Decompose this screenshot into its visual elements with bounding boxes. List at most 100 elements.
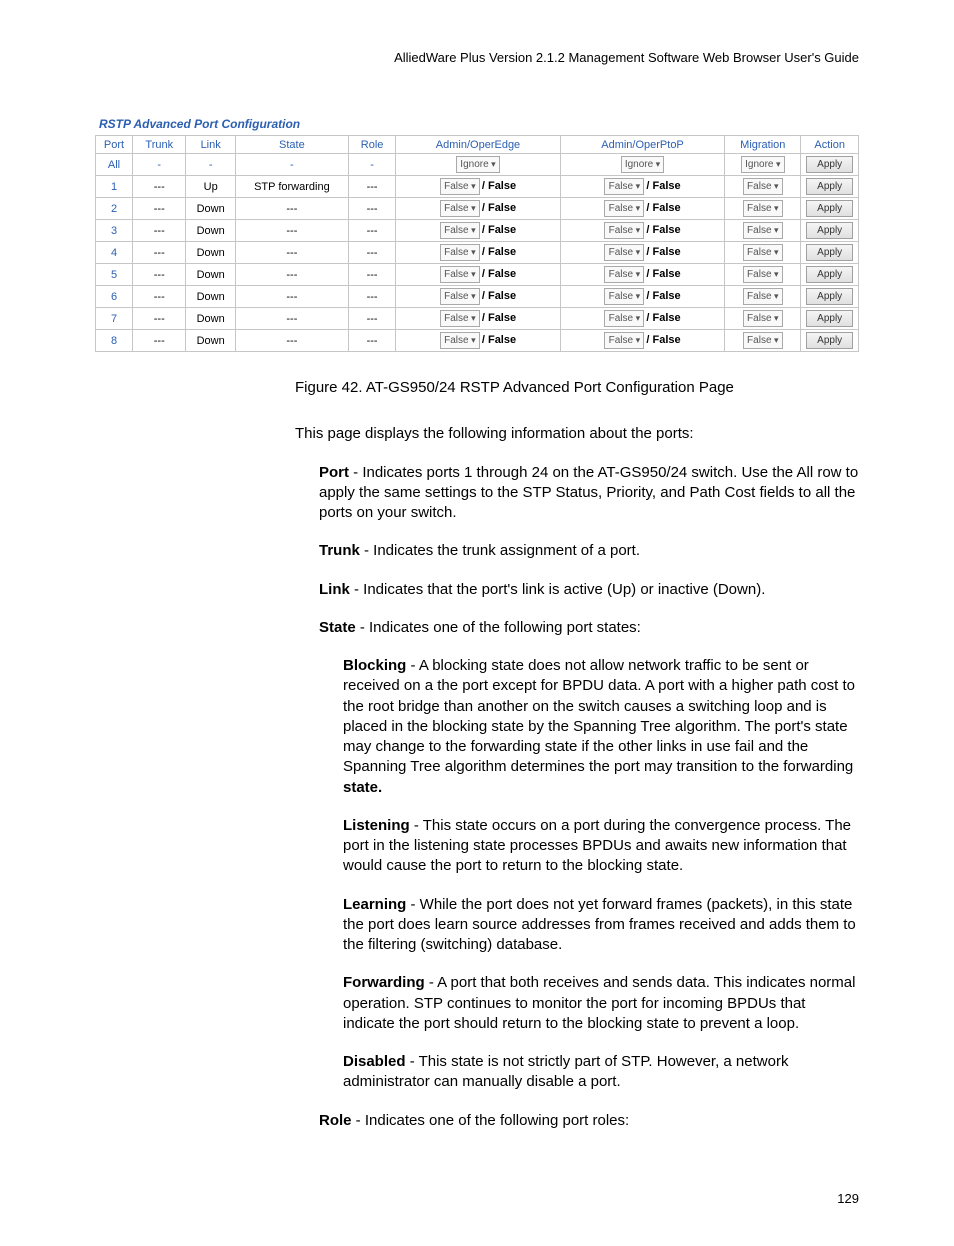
rstp-table-section: RSTP Advanced Port Configuration Port Tr… [95, 117, 859, 352]
def-trunk: Trunk - Indicates the trunk assignment o… [319, 541, 859, 561]
cell-edge: False/ False [396, 286, 561, 308]
edge-value: / False [482, 334, 516, 346]
ptop-value: / False [646, 224, 680, 236]
edge-dropdown[interactable]: False [440, 244, 480, 261]
apply-button[interactable]: Apply [806, 266, 853, 283]
ptop-value: / False [646, 180, 680, 192]
ptop-dropdown[interactable]: False [604, 288, 644, 305]
edge-dropdown[interactable]: False [440, 178, 480, 195]
cell-edge: False/ False [396, 176, 561, 198]
col-mig: Migration [725, 136, 801, 154]
cell-state: --- [235, 286, 348, 308]
mig-dropdown[interactable]: Ignore [741, 156, 784, 173]
cell-ptop: False/ False [560, 220, 725, 242]
def-role: Role - Indicates one of the following po… [319, 1111, 859, 1131]
cell-trunk: --- [133, 176, 186, 198]
cell-link: Down [186, 198, 235, 220]
ptop-dropdown[interactable]: False [604, 244, 644, 261]
cell-trunk: --- [133, 264, 186, 286]
def-link: Link - Indicates that the port's link is… [319, 580, 859, 600]
cell-action: Apply [801, 330, 859, 352]
apply-button[interactable]: Apply [806, 200, 853, 217]
edge-dropdown[interactable]: False [440, 266, 480, 283]
cell-role: --- [348, 330, 395, 352]
table-row: 7---Down------False/ FalseFalse/ FalseFa… [96, 308, 859, 330]
cell-state: - [235, 154, 348, 176]
cell-edge: False/ False [396, 198, 561, 220]
col-ptop: Admin/OperPtoP [560, 136, 725, 154]
col-port: Port [96, 136, 133, 154]
ptop-dropdown[interactable]: False [604, 332, 644, 349]
ptop-dropdown[interactable]: False [604, 178, 644, 195]
cell-port: 2 [96, 198, 133, 220]
mig-dropdown[interactable]: False [743, 200, 783, 217]
cell-port: 7 [96, 308, 133, 330]
cell-ptop: False/ False [560, 330, 725, 352]
cell-role: --- [348, 242, 395, 264]
cell-link: Down [186, 330, 235, 352]
cell-action: Apply [801, 198, 859, 220]
edge-value: / False [482, 180, 516, 192]
edge-dropdown[interactable]: False [440, 200, 480, 217]
apply-button[interactable]: Apply [806, 156, 853, 173]
table-row: 5---Down------False/ FalseFalse/ FalseFa… [96, 264, 859, 286]
edge-value: / False [482, 224, 516, 236]
edge-dropdown[interactable]: False [440, 288, 480, 305]
edge-value: / False [482, 312, 516, 324]
apply-button[interactable]: Apply [806, 310, 853, 327]
cell-role: --- [348, 176, 395, 198]
def-forwarding: Forwarding - A port that both receives a… [343, 973, 859, 1034]
cell-role: --- [348, 286, 395, 308]
col-state: State [235, 136, 348, 154]
cell-trunk: --- [133, 286, 186, 308]
apply-button[interactable]: Apply [806, 244, 853, 261]
ptop-dropdown[interactable]: False [604, 310, 644, 327]
cell-state: --- [235, 308, 348, 330]
cell-action: Apply [801, 308, 859, 330]
mig-dropdown[interactable]: False [743, 310, 783, 327]
ptop-dropdown[interactable]: False [604, 200, 644, 217]
mig-dropdown[interactable]: False [743, 244, 783, 261]
cell-edge: False/ False [396, 242, 561, 264]
edge-dropdown[interactable]: False [440, 332, 480, 349]
apply-button[interactable]: Apply [806, 178, 853, 195]
cell-mig: False [725, 198, 801, 220]
table-header-row: Port Trunk Link State Role Admin/OperEdg… [96, 136, 859, 154]
edge-dropdown[interactable]: False [440, 222, 480, 239]
apply-button[interactable]: Apply [806, 288, 853, 305]
mig-dropdown[interactable]: False [743, 222, 783, 239]
cell-mig: False [725, 220, 801, 242]
ptop-dropdown[interactable]: False [604, 222, 644, 239]
apply-button[interactable]: Apply [806, 332, 853, 349]
mig-dropdown[interactable]: False [743, 332, 783, 349]
cell-mig: Ignore [725, 154, 801, 176]
table-row: 4---Down------False/ FalseFalse/ FalseFa… [96, 242, 859, 264]
table-row: 2---Down------False/ FalseFalse/ FalseFa… [96, 198, 859, 220]
cell-action: Apply [801, 242, 859, 264]
edge-dropdown[interactable]: False [440, 310, 480, 327]
cell-mig: False [725, 176, 801, 198]
cell-role: --- [348, 198, 395, 220]
mig-dropdown[interactable]: False [743, 288, 783, 305]
def-listening: Listening - This state occurs on a port … [343, 816, 859, 877]
cell-state: STP forwarding [235, 176, 348, 198]
mig-dropdown[interactable]: False [743, 178, 783, 195]
mig-dropdown[interactable]: False [743, 266, 783, 283]
rstp-table: Port Trunk Link State Role Admin/OperEdg… [95, 135, 859, 352]
ptop-dropdown[interactable]: Ignore [621, 156, 664, 173]
edge-value: / False [482, 290, 516, 302]
cell-trunk: --- [133, 242, 186, 264]
cell-action: Apply [801, 176, 859, 198]
apply-button[interactable]: Apply [806, 222, 853, 239]
cell-edge: False/ False [396, 308, 561, 330]
page-header: AlliedWare Plus Version 2.1.2 Management… [95, 50, 859, 65]
cell-edge: Ignore [396, 154, 561, 176]
body-text: Figure 42. AT-GS950/24 RSTP Advanced Por… [295, 378, 859, 1131]
edge-value: / False [482, 268, 516, 280]
ptop-dropdown[interactable]: False [604, 266, 644, 283]
cell-role: --- [348, 264, 395, 286]
cell-trunk: - [133, 154, 186, 176]
edge-dropdown[interactable]: Ignore [456, 156, 499, 173]
ptop-value: / False [646, 334, 680, 346]
ptop-value: / False [646, 268, 680, 280]
